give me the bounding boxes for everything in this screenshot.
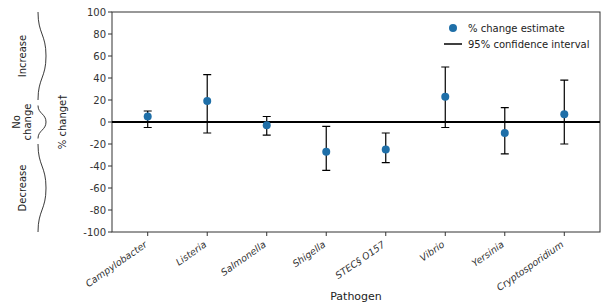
- y-tick-label: 80: [93, 29, 106, 40]
- point: [203, 97, 211, 105]
- legend-marker: [449, 24, 457, 32]
- annotation-line: change: [22, 104, 33, 141]
- y-tick: [108, 144, 112, 145]
- y-tick-label: -80: [90, 205, 106, 216]
- y-tick-label: -100: [83, 227, 106, 238]
- annotation: Nochange: [11, 104, 33, 141]
- error-bar: [203, 75, 211, 133]
- y-tick-label: 40: [93, 73, 106, 84]
- y-tick-label: -60: [90, 183, 106, 194]
- y-tick-label: -20: [90, 139, 106, 150]
- x-tick-label: Shigella: [290, 239, 327, 270]
- error-bar: [144, 111, 152, 128]
- annotations: Increase Nochange Decrease: [11, 12, 46, 232]
- x-tick-label: Listeria: [174, 239, 209, 268]
- x-tick-label: STEC§ O157: [333, 239, 387, 281]
- point: [322, 148, 330, 156]
- annotation-line: No: [11, 115, 22, 129]
- plot-area: [112, 12, 600, 232]
- annotation: Decrease: [17, 165, 28, 212]
- chart: -100 -80 -60 -40 -20 0 20 40 60 80 100 Campylobacte…: [0, 0, 615, 305]
- error-bar: [382, 133, 390, 163]
- x-tick: [266, 232, 267, 236]
- x-tick: [564, 232, 565, 236]
- point: [144, 113, 152, 121]
- marks: [112, 67, 600, 170]
- point: [501, 129, 509, 137]
- annotation: Increase: [17, 35, 28, 77]
- y-tick-label: 60: [93, 51, 106, 62]
- error-bar: [263, 117, 271, 136]
- y-tick: [108, 34, 112, 35]
- legend-label: 95% confidence interval: [468, 39, 589, 50]
- y-tick: [108, 166, 112, 167]
- y-tick: [108, 78, 112, 79]
- y-tick: [108, 122, 112, 123]
- zero-line: [112, 121, 600, 123]
- y-tick: [108, 56, 112, 57]
- x-tick-label: Vibrio: [418, 239, 447, 264]
- y-axis: -100 -80 -60 -40 -20 0 20 40 60 80 100: [83, 7, 112, 238]
- x-tick-label: Yersinia: [470, 239, 506, 269]
- y-tick: [108, 188, 112, 189]
- x-tick: [207, 232, 208, 236]
- point: [263, 121, 271, 129]
- x-axis: Campylobacter Listeria Salmonella ShigellaS…: [83, 232, 565, 293]
- error-bar: [441, 67, 449, 128]
- brace: [38, 12, 46, 100]
- point: [560, 110, 568, 118]
- x-axis-label: Pathogen: [330, 290, 382, 303]
- y-axis-label: % change†: [57, 95, 68, 149]
- annotation-line: Decrease: [17, 165, 28, 212]
- point: [441, 93, 449, 101]
- y-tick-label: 0: [100, 117, 106, 128]
- y-tick-label: -40: [90, 161, 106, 172]
- legend: % change estimate 95% confidence interval: [444, 23, 589, 50]
- x-tick: [445, 232, 446, 236]
- y-tick: [108, 100, 112, 101]
- x-tick-label: Salmonella: [219, 239, 268, 278]
- error-bar: [322, 126, 330, 170]
- legend-label: % change estimate: [468, 23, 565, 34]
- y-tick: [108, 232, 112, 233]
- brace: [38, 144, 46, 232]
- x-tick: [504, 232, 505, 236]
- x-tick-label: Campylobacter: [83, 238, 149, 289]
- x-tick-label: Cryptosporidium: [494, 239, 565, 293]
- y-tick: [108, 12, 112, 13]
- y-tick-label: 20: [93, 95, 106, 106]
- annotation-line: Increase: [17, 35, 28, 77]
- plot-frame: [112, 12, 600, 232]
- x-tick: [385, 232, 386, 236]
- error-bar: [560, 80, 568, 144]
- x-tick: [147, 232, 148, 236]
- y-tick-label: 100: [87, 7, 106, 18]
- y-tick: [108, 210, 112, 211]
- brace: [38, 106, 46, 139]
- point: [382, 146, 390, 154]
- x-tick: [326, 232, 327, 236]
- error-bar: [501, 108, 509, 154]
- legend-marker: [444, 43, 462, 45]
